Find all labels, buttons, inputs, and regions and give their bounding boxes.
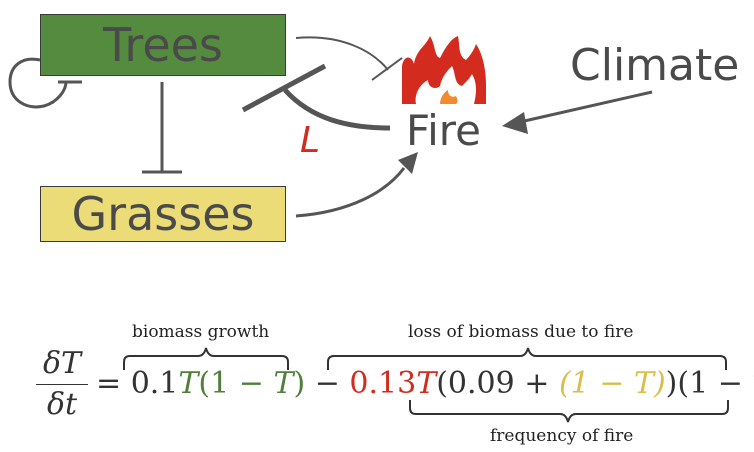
grasses-node: Grasses [40, 186, 286, 242]
label-biomass-growth: biomass growth [132, 322, 270, 342]
label-frequency-of-fire: frequency of fire [490, 426, 634, 446]
equation-rhs: = 0.1T(1 − T) − 0.13T(0.09 + (1 − T))(1 … [96, 366, 754, 401]
equals-sign: = [96, 366, 122, 401]
grasses-to-fire-arrowhead [398, 152, 418, 174]
trees-to-fire-curve [295, 36, 389, 71]
growth-open-paren: ( [198, 366, 211, 401]
fire-term-T-end: T [752, 366, 754, 401]
fire-coefficient: 0.13 [349, 366, 417, 401]
brace-frequency [409, 400, 729, 423]
climate-to-fire-arrowhead [502, 112, 528, 134]
flame-icon [402, 36, 486, 104]
growth-coefficient: 0.1 [130, 366, 179, 401]
brace-loss [327, 347, 727, 370]
equation-lhs-denominator: δt [46, 387, 78, 422]
fire-term-close-mid: )(1 − [665, 366, 753, 401]
trees-to-fire-bar [371, 57, 403, 81]
climate-label: Climate [570, 40, 740, 91]
growth-T-inner: T [273, 366, 294, 401]
growth-close-paren: ) [293, 366, 306, 401]
l-label: L [300, 120, 321, 161]
fire-term-open: (0.09 + [436, 366, 559, 401]
growth-T: T [178, 366, 199, 401]
yellow-term: (1 − T) [558, 366, 666, 401]
equation-lhs-fraction: δT δt [34, 346, 90, 423]
climate-to-fire-line [519, 90, 653, 124]
minus-sign: − [314, 366, 340, 401]
fraction-bar [36, 384, 88, 385]
equation-lhs-numerator: δT [42, 346, 82, 381]
fire-to-trees-bar [241, 63, 327, 113]
grasses-label: Grasses [71, 187, 255, 241]
fire-T: T [416, 366, 437, 401]
brace-growth [123, 347, 289, 370]
trees-self-loop [8, 57, 68, 109]
label-loss-of-biomass: loss of biomass due to fire [408, 322, 634, 342]
grasses-to-fire-curve [295, 167, 406, 218]
fire-label: Fire [406, 106, 481, 155]
trees-label: Trees [103, 18, 223, 72]
growth-one-minus: 1 − [210, 366, 274, 401]
trees-node: Trees [40, 14, 286, 76]
fire-to-trees-curve [283, 88, 391, 131]
